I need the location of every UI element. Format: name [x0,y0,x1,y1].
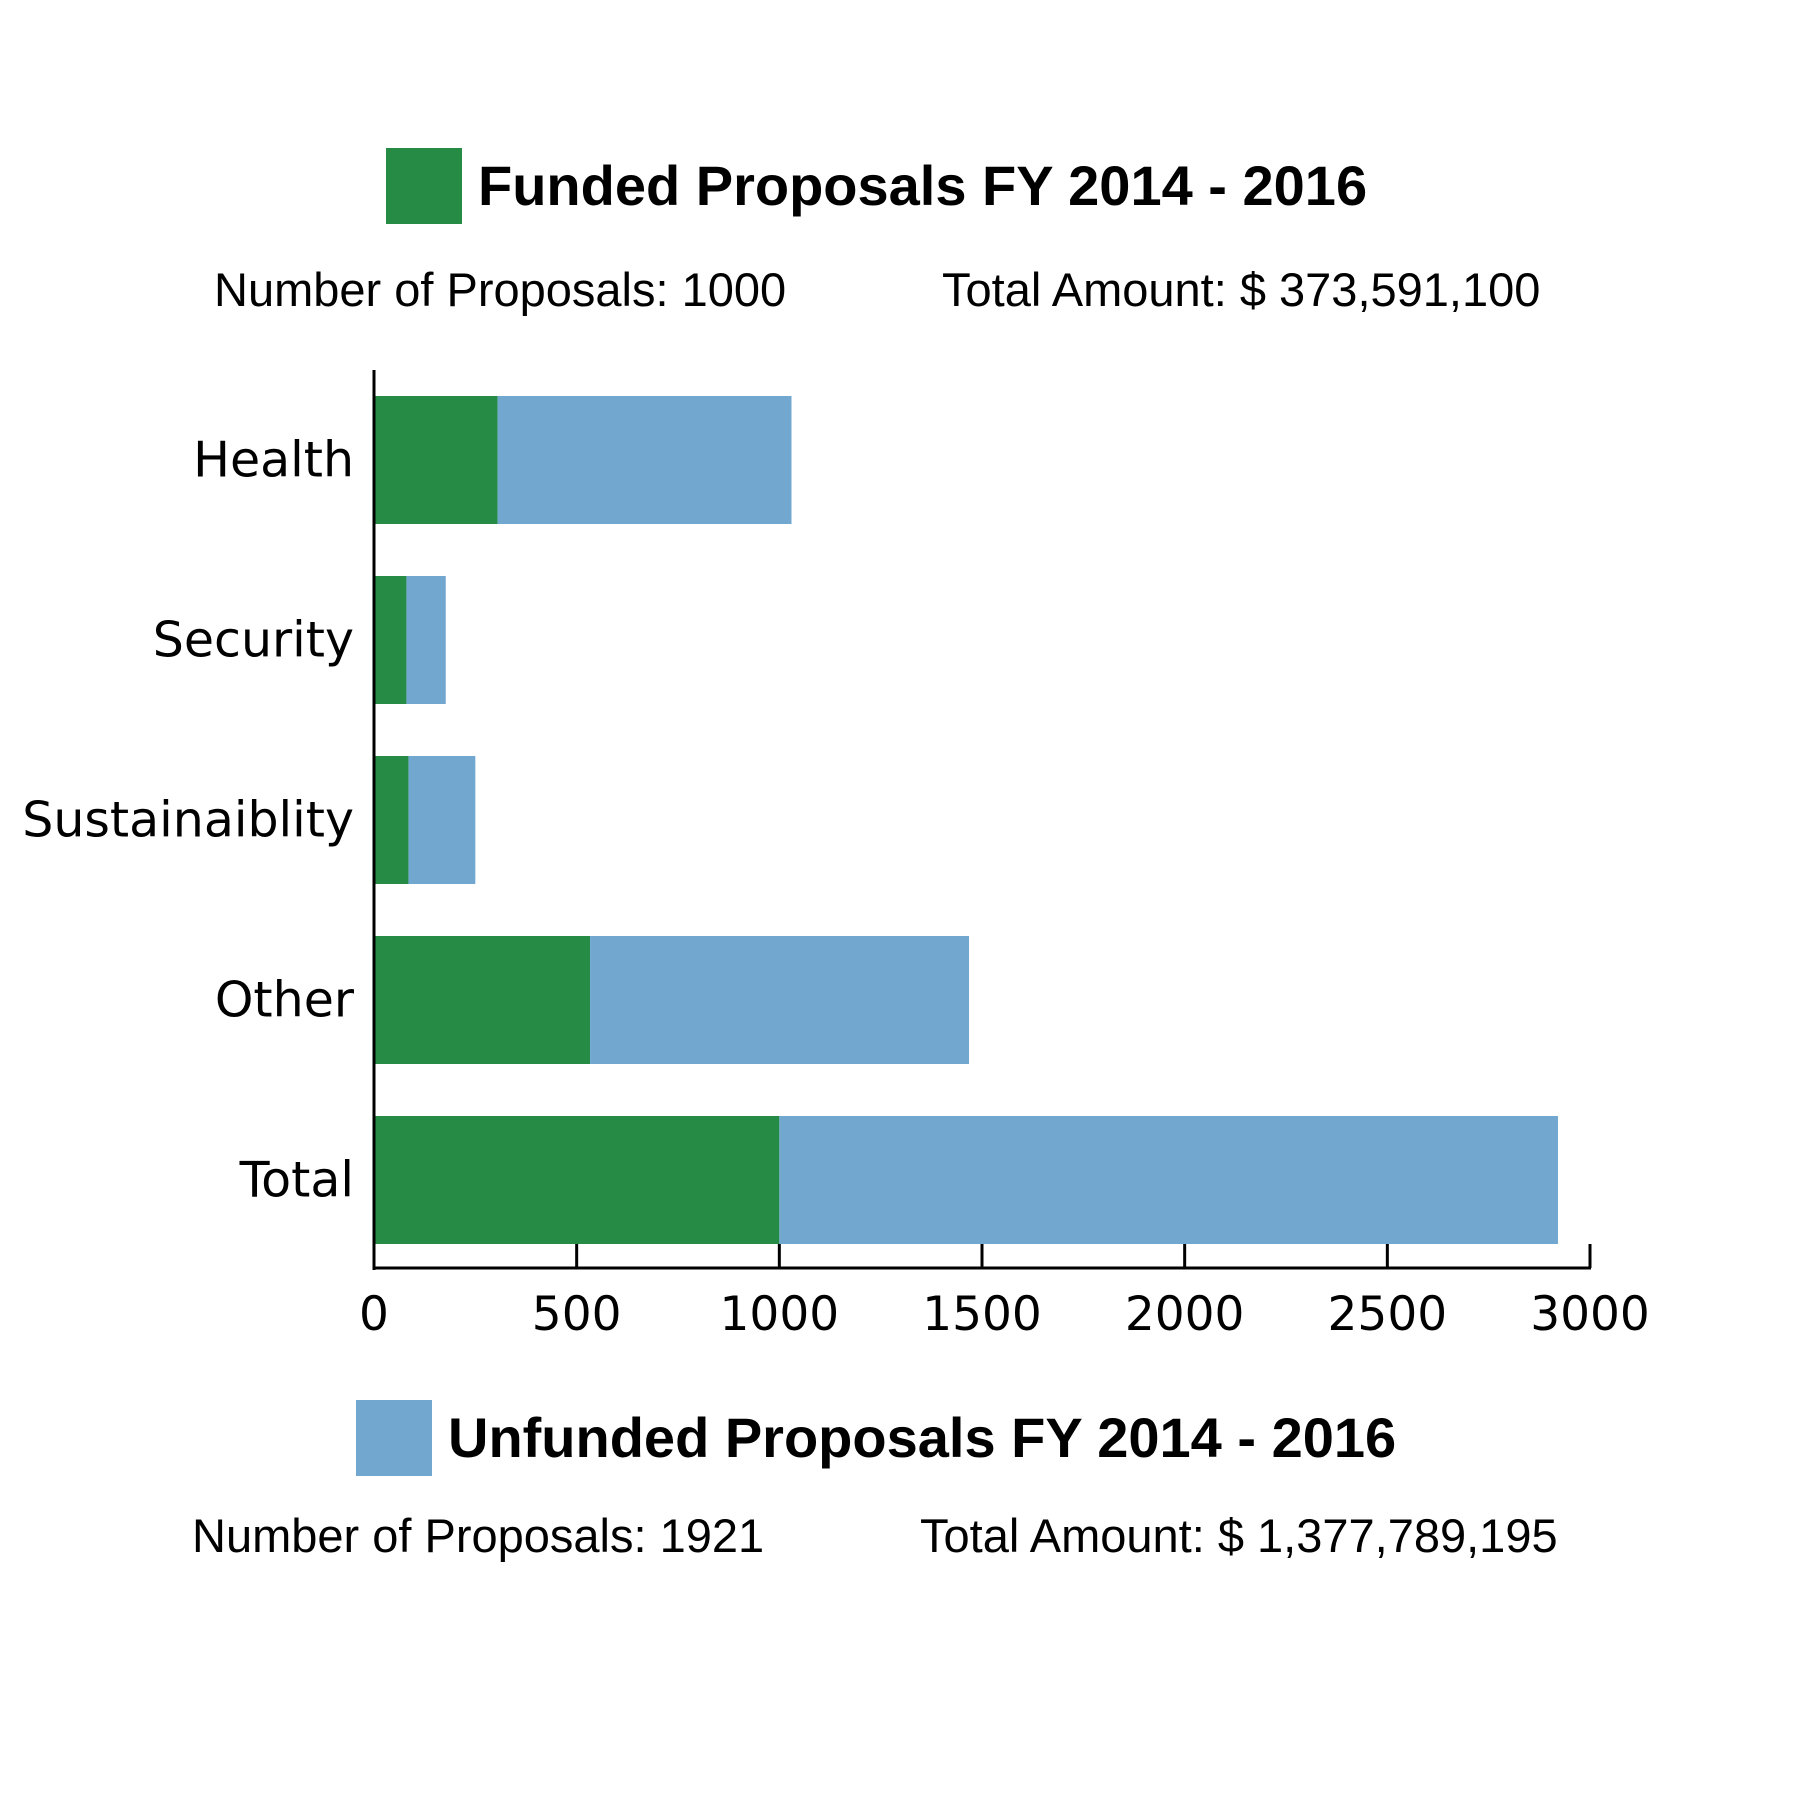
bar-other-unfunded [590,936,970,1064]
funded-amount-text: Total Amount: $ 373,591,100 [942,263,1541,316]
funded-legend-swatch [386,148,462,224]
x-tick-label-500: 500 [532,1287,622,1342]
category-label-sustainaiblity: Sustainaiblity [22,792,354,849]
x-tick-label-1500: 1500 [922,1287,1042,1342]
x-tick-label-0: 0 [359,1287,389,1342]
category-label-total: Total [239,1152,354,1209]
unfunded-legend-title: Unfunded Proposals FY 2014 - 2016 [448,1406,1397,1469]
x-tick-label-2000: 2000 [1125,1287,1245,1342]
category-label-other: Other [215,972,355,1029]
labels-layer: Health Security Sustainaiblity Other Total 0 5… [22,432,1650,1343]
bar-security-funded [374,576,407,704]
bar-health-funded [374,396,498,524]
x-tick-label-1000: 1000 [720,1287,840,1342]
unfunded-legend-swatch [356,1400,432,1476]
x-tick-label-3000: 3000 [1530,1287,1650,1342]
bar-security-unfunded [406,576,446,704]
bar-total-funded [374,1116,780,1244]
bar-sustainaiblity-unfunded [408,756,476,884]
bar-health-unfunded [497,396,792,524]
axes-layer [372,370,1592,1270]
funded-legend-title: Funded Proposals FY 2014 - 2016 [478,154,1368,217]
x-tick-label-2500: 2500 [1328,1287,1448,1342]
bar-sustainaiblity-funded [374,756,409,884]
bar-other-funded [374,936,591,1064]
unfunded-amount-text: Total Amount: $ 1,377,789,195 [920,1509,1558,1562]
bars-layer [374,396,1558,1244]
category-label-health: Health [193,432,354,489]
category-label-security: Security [153,612,354,669]
bar-total-unfunded [779,1116,1558,1244]
unfunded-count-text: Number of Proposals: 1921 [192,1509,765,1562]
funded-count-text: Number of Proposals: 1000 [214,263,787,316]
